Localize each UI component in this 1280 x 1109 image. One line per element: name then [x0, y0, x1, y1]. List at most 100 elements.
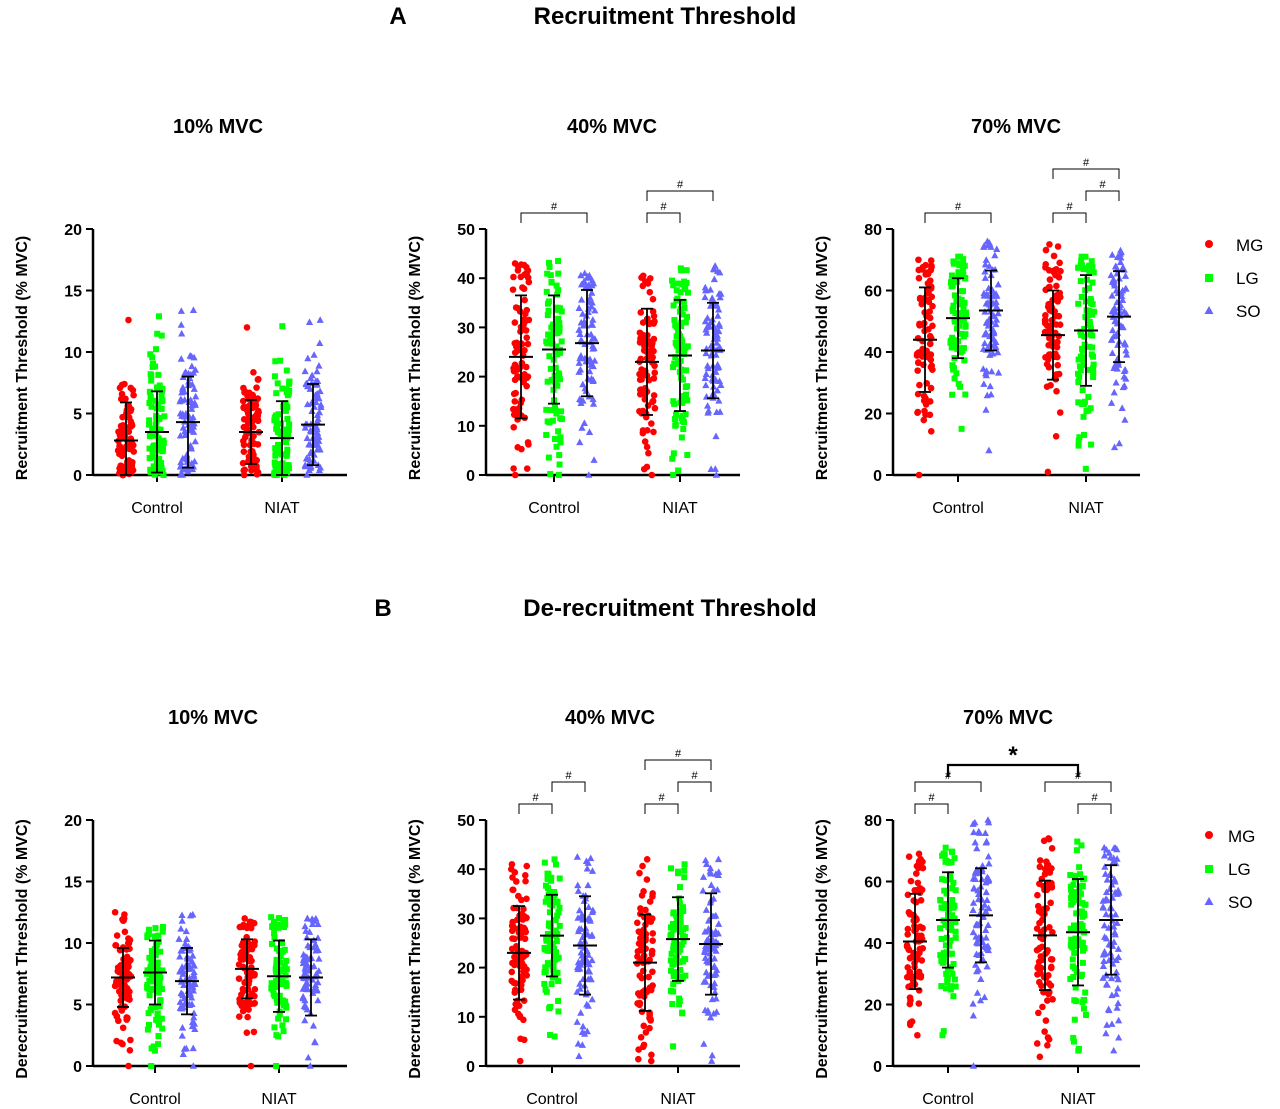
- data-point-so: [982, 888, 990, 896]
- data-point-so: [976, 996, 985, 1004]
- data-point-lg: [1067, 872, 1074, 879]
- data-point-so: [177, 1003, 185, 1011]
- data-point-mg: [245, 1006, 252, 1013]
- data-point-mg: [509, 874, 516, 881]
- data-point-so: [584, 859, 592, 866]
- data-point-lg: [947, 986, 954, 993]
- data-point-lg: [670, 398, 677, 405]
- data-point-so: [714, 312, 722, 319]
- data-point-so: [1112, 378, 1120, 386]
- data-point-so: [573, 853, 581, 860]
- data-point-so: [188, 362, 196, 370]
- data-point-lg: [679, 1010, 686, 1017]
- data-point-so: [177, 395, 185, 403]
- data-point-so: [981, 274, 989, 281]
- data-point-mg: [915, 471, 923, 479]
- data-point-lg: [678, 323, 685, 330]
- data-point-so: [1113, 364, 1121, 372]
- data-point-mg: [1042, 316, 1049, 324]
- data-point-lg: [553, 410, 560, 417]
- data-point-so: [315, 394, 323, 402]
- data-point-lg: [948, 272, 955, 279]
- data-point-so: [312, 970, 320, 977]
- data-point-so: [177, 471, 185, 478]
- data-point-lg: [156, 313, 163, 320]
- data-point-lg: [272, 358, 279, 365]
- legend-a-mg-marker: [1205, 240, 1213, 248]
- data-point-lg: [671, 317, 678, 324]
- data-point-mg: [124, 939, 132, 947]
- data-point-so: [704, 958, 712, 966]
- data-point-so: [701, 317, 710, 325]
- legend-b-mg-label: MG: [1228, 827, 1255, 846]
- data-point-mg: [926, 277, 934, 284]
- data-point-so: [1122, 310, 1131, 317]
- data-point-lg: [555, 472, 562, 478]
- data-point-so: [1121, 285, 1130, 292]
- data-point-mg: [636, 386, 644, 394]
- data-point-so: [1107, 399, 1116, 406]
- data-point-so: [191, 399, 199, 406]
- data-point-lg: [683, 391, 690, 398]
- data-point-so: [1114, 999, 1122, 1007]
- data-point-so: [576, 395, 584, 402]
- y-tick-label: 40: [457, 862, 475, 879]
- data-point-mg: [926, 340, 934, 347]
- data-point-lg: [552, 379, 559, 386]
- data-point-lg: [670, 302, 677, 309]
- data-point-lg: [149, 354, 156, 361]
- data-point-lg: [667, 865, 674, 872]
- data-point-mg: [523, 966, 530, 973]
- data-point-so: [578, 1028, 587, 1035]
- data-point-lg: [675, 347, 682, 354]
- data-point-lg: [151, 425, 158, 432]
- data-point-lg: [155, 1033, 162, 1040]
- data-point-so: [1107, 974, 1116, 982]
- data-point-lg: [1068, 889, 1075, 896]
- data-point-lg: [682, 319, 689, 326]
- data-point-mg: [1052, 271, 1059, 279]
- data-point-lg: [669, 1001, 676, 1008]
- data-point-lg: [548, 279, 555, 286]
- data-point-lg: [145, 1010, 152, 1017]
- data-point-so: [703, 329, 711, 336]
- data-point-lg: [547, 365, 554, 372]
- data-point-so: [576, 438, 584, 446]
- data-point-so: [980, 380, 988, 387]
- data-point-mg: [251, 986, 259, 993]
- data-point-so: [971, 818, 979, 826]
- data-point-lg: [670, 282, 677, 289]
- data-point-so: [700, 978, 708, 985]
- data-point-mg: [1048, 882, 1055, 890]
- data-point-lg: [950, 365, 957, 372]
- data-point-mg: [646, 898, 654, 905]
- data-point-lg: [1082, 253, 1089, 260]
- data-point-mg: [919, 858, 926, 866]
- data-point-mg: [523, 382, 530, 390]
- data-point-lg: [678, 906, 685, 913]
- data-point-lg: [554, 969, 561, 976]
- data-point-lg: [673, 411, 680, 418]
- data-point-mg: [251, 440, 258, 447]
- data-point-so: [306, 1062, 314, 1069]
- data-point-lg: [1081, 399, 1088, 406]
- x-tick-label: NIAT: [261, 1091, 296, 1108]
- data-point-lg: [674, 969, 681, 976]
- data-point-mg: [1048, 845, 1056, 852]
- data-point-lg: [940, 1028, 947, 1035]
- data-point-so: [189, 1062, 197, 1069]
- data-point-mg: [1046, 283, 1053, 291]
- data-point-lg: [551, 1033, 558, 1040]
- data-point-mg: [1045, 835, 1053, 843]
- data-point-lg: [283, 439, 290, 446]
- significance-bracket: [1085, 190, 1120, 201]
- data-point-lg: [951, 855, 958, 862]
- data-point-so: [301, 1016, 309, 1024]
- data-point-so: [1122, 375, 1130, 382]
- data-point-so: [1110, 1046, 1118, 1054]
- data-point-lg: [1071, 939, 1078, 946]
- data-point-so: [591, 306, 599, 314]
- data-point-so: [984, 921, 992, 928]
- data-point-lg: [558, 408, 565, 415]
- data-point-so: [310, 962, 318, 970]
